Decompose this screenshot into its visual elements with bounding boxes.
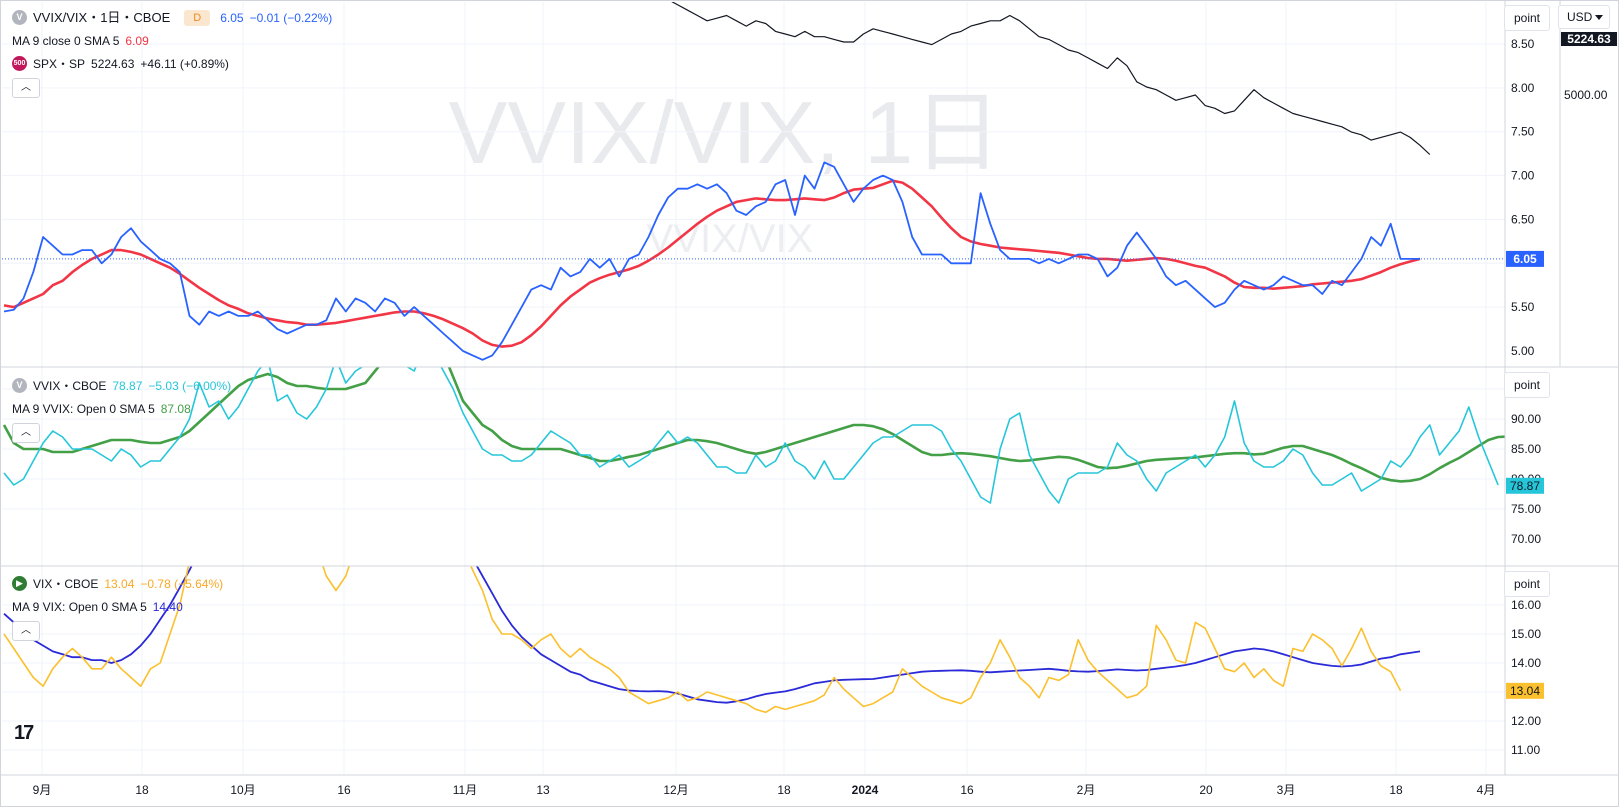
ratio-axis-tick: 8.50 bbox=[1511, 37, 1535, 51]
pane3-legend: ▶ VIX・CBOE 13.04 −0.78 (−5.64%) MA 9 VIX… bbox=[12, 572, 223, 641]
pane1-legend: V VVIX/VIX・1日・CBOE D 6.05 −0.01 (−0.22%)… bbox=[12, 6, 332, 98]
spx-label[interactable]: SPX・SP bbox=[33, 56, 86, 71]
pane3-collapse-button[interactable]: ︿ bbox=[12, 621, 40, 641]
chevron-down-icon bbox=[1595, 15, 1603, 20]
time-axis-tick: 12月 bbox=[663, 783, 688, 797]
tradingview-logo[interactable]: 17 bbox=[14, 722, 34, 744]
spx-series-line bbox=[671, 2, 1431, 155]
vix-axis-tick: 14.00 bbox=[1511, 656, 1541, 670]
chevron-up-icon: ︿ bbox=[21, 625, 31, 636]
time-axis-tick: 4月 bbox=[1477, 783, 1496, 797]
pane3-last: 13.04 bbox=[104, 576, 135, 591]
time-axis-tick: 13 bbox=[536, 783, 550, 797]
spx-price-badge: 5224.63 bbox=[1567, 32, 1611, 46]
spx-price-badge-bg bbox=[1561, 32, 1617, 46]
interval-tag[interactable]: D bbox=[184, 9, 211, 26]
ratio-ma-series-line bbox=[3, 179, 1421, 348]
time-axis-tick: 16 bbox=[337, 783, 351, 797]
vvix-symbol-badge: V bbox=[12, 378, 27, 393]
pane1-symbol[interactable]: VVIX/VIX・1日・CBOE bbox=[33, 9, 171, 25]
spx-axis-tick: 5000.00 bbox=[1564, 88, 1608, 102]
time-axis-tick: 2月 bbox=[1077, 783, 1096, 797]
ratio-axis-tick: 7.00 bbox=[1511, 169, 1535, 183]
time-axis-tick: 16 bbox=[960, 783, 974, 797]
time-axis-tick: 18 bbox=[1389, 783, 1403, 797]
vvix-axis-tick: 85.00 bbox=[1511, 442, 1541, 456]
chevron-up-icon: ︿ bbox=[21, 427, 31, 438]
ratio-axis-tick: 7.50 bbox=[1511, 125, 1535, 139]
pane1-change: −0.01 (−0.22%) bbox=[249, 10, 333, 25]
vvix-axis-tick: 90.00 bbox=[1511, 412, 1541, 426]
time-axis-tick: 10月 bbox=[230, 783, 255, 797]
vvix-ma-value: 87.08 bbox=[160, 401, 191, 416]
time-axis-tick: 3月 bbox=[1277, 783, 1296, 797]
ratio-axis-tick: 8.00 bbox=[1511, 81, 1535, 95]
vix-axis-tick: 12.00 bbox=[1511, 714, 1541, 728]
vix-price-badge: 13.04 bbox=[1510, 684, 1540, 698]
vix-ma-value: 14.40 bbox=[152, 599, 183, 614]
vix-axis-tick: 15.00 bbox=[1511, 627, 1541, 641]
ratio-ma-label[interactable]: MA 9 close 0 SMA 5 bbox=[12, 33, 120, 48]
watermark-big: VVIX/VIX, 1日 bbox=[449, 83, 1002, 182]
time-axis-tick: 2024 bbox=[852, 783, 879, 797]
vix-symbol-badge: ▶ bbox=[12, 576, 27, 591]
vvix-price-badge-bg bbox=[1506, 477, 1544, 494]
vvix-series-line bbox=[3, 367, 1499, 504]
pane3-change: −0.78 (−5.64%) bbox=[140, 576, 224, 591]
ratio-ma-value: 6.09 bbox=[125, 33, 149, 48]
chevron-up-icon: ︿ bbox=[21, 82, 31, 93]
time-axis-tick: 18 bbox=[135, 783, 149, 797]
currency-label: USD bbox=[1567, 10, 1593, 24]
vvix-axis-tick: 70.00 bbox=[1511, 532, 1541, 546]
pane1-point-button[interactable]: point bbox=[1504, 5, 1550, 31]
pane2-point-button[interactable]: point bbox=[1504, 372, 1550, 398]
vix-price-badge-bg bbox=[1506, 682, 1544, 699]
vix-series-line bbox=[3, 566, 1402, 714]
vix-axis-tick: 16.00 bbox=[1511, 598, 1541, 612]
pane2-last: 78.87 bbox=[112, 378, 143, 393]
pane2-legend: V VVIX・CBOE 78.87 −5.03 (−6.00%) MA 9 VV… bbox=[12, 374, 231, 443]
pane2-collapse-button[interactable]: ︿ bbox=[12, 423, 40, 443]
pane1-collapse-button[interactable]: ︿ bbox=[12, 78, 40, 98]
pane2-symbol[interactable]: VVIX・CBOE bbox=[33, 378, 107, 393]
vix-axis-tick: 11.00 bbox=[1511, 743, 1540, 757]
vix-ma-label[interactable]: MA 9 VIX: Open 0 SMA 5 bbox=[12, 599, 147, 614]
spx-last: 5224.63 bbox=[91, 56, 135, 71]
ratio-series-line bbox=[3, 161, 1420, 361]
pane2-change: −5.03 (−6.00%) bbox=[148, 378, 232, 393]
pane1-last: 6.05 bbox=[220, 10, 244, 25]
pane3-symbol[interactable]: VIX・CBOE bbox=[33, 576, 99, 591]
ratio-symbol-badge: V bbox=[12, 10, 27, 25]
time-axis-tick: 9月 bbox=[33, 783, 52, 797]
spx-change: +46.11 (+0.89%) bbox=[140, 56, 229, 71]
ratio-axis-tick: 5.50 bbox=[1511, 300, 1535, 314]
ratio-price-badge: 6.05 bbox=[1513, 252, 1537, 266]
ratio-axis-tick: 6.50 bbox=[1511, 212, 1535, 226]
spx-symbol-badge: 500 bbox=[12, 56, 27, 71]
ratio-price-badge-bg bbox=[1506, 250, 1544, 267]
time-axis-tick: 18 bbox=[777, 783, 791, 797]
time-axis-tick: 20 bbox=[1199, 783, 1213, 797]
currency-select[interactable]: USD bbox=[1558, 5, 1610, 29]
ratio-axis-tick: 5.00 bbox=[1511, 344, 1535, 358]
vvix-price-badge: 78.87 bbox=[1510, 479, 1540, 493]
vvix-ma-label[interactable]: MA 9 VVIX: Open 0 SMA 5 bbox=[12, 401, 155, 416]
watermark-small: VVIX/VIX bbox=[647, 217, 814, 261]
vvix-axis-tick: 75.00 bbox=[1511, 502, 1541, 516]
time-axis-tick: 11月 bbox=[453, 783, 477, 797]
pane3-point-button[interactable]: point bbox=[1504, 571, 1550, 597]
vix-ma-series-line bbox=[3, 566, 1421, 704]
